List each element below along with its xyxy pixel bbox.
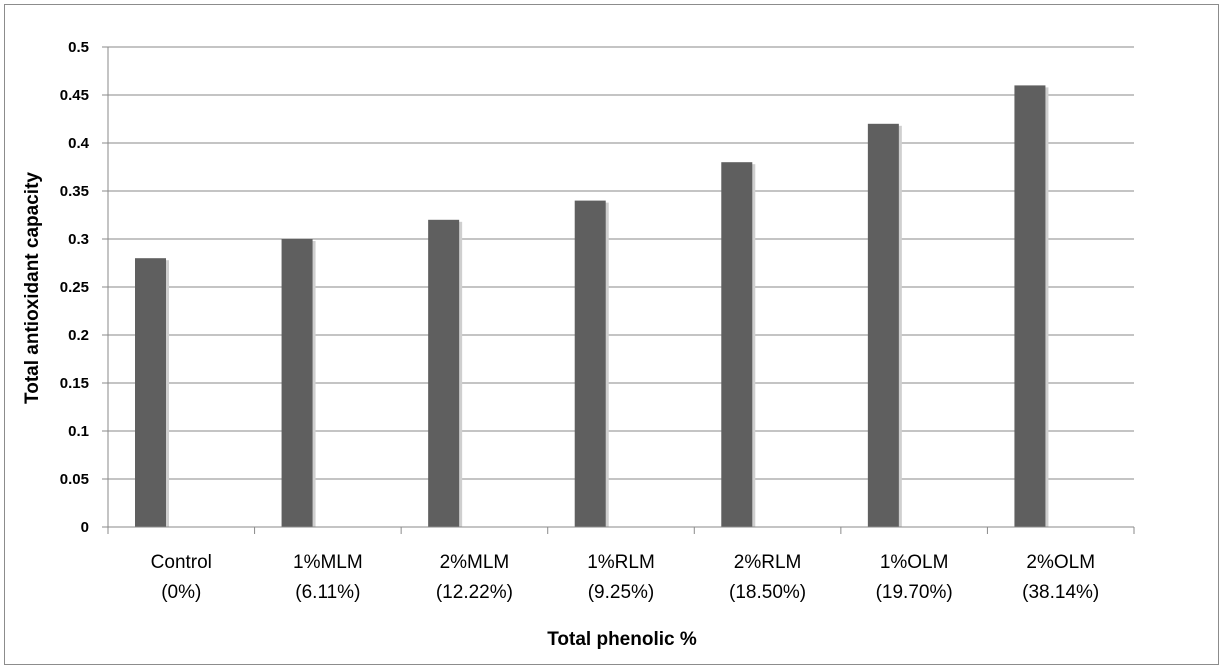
y-tick-label: 0.2 [68, 327, 89, 344]
y-tick-label: 0.35 [60, 183, 89, 200]
y-tick-label: 0.5 [68, 39, 89, 56]
bar [281, 239, 313, 527]
axes [102, 46, 1135, 534]
bar [135, 258, 166, 527]
y-tick-label: 0.05 [60, 471, 89, 488]
x-tick-label: 1%RLM [587, 552, 655, 573]
bar [721, 162, 753, 527]
y-tick-label: 0.15 [60, 375, 89, 392]
axis-labels: 0 0.05 0.1 0.15 0.2 0.25 0.3 0.35 0.4 0.45 0.5 Cont… [60, 39, 1099, 603]
x-tick-label: 1%MLM [293, 552, 363, 573]
y-tick-label: 0.25 [60, 279, 89, 296]
y-tick-label: 0.3 [68, 231, 89, 248]
x-tick-label: (0%) [161, 582, 201, 603]
x-tick-label: 2%RLM [734, 552, 802, 573]
y-tick-label: 0.45 [60, 87, 89, 104]
bar [1014, 85, 1046, 528]
x-tick-label: (38.14%) [1022, 582, 1099, 603]
x-tick-label: 2%MLM [440, 552, 510, 573]
y-tick-label: 0.1 [68, 423, 89, 440]
bar [574, 200, 606, 527]
x-tick-label: (18.50%) [729, 582, 806, 603]
bar [867, 123, 899, 528]
y-tick-label: 0.4 [68, 135, 90, 152]
y-axis-title: Total antioxidant capacity [22, 172, 43, 404]
bars [135, 85, 1049, 528]
x-tick-label: 1%OLM [880, 552, 949, 573]
x-axis-title: Total phenolic % [547, 629, 697, 650]
y-tick-label: 0 [81, 519, 89, 536]
x-tick-label: (19.70%) [876, 582, 953, 603]
x-tick-label: (9.25%) [588, 582, 655, 603]
gridlines [108, 46, 1134, 480]
x-tick-label: (6.11%) [295, 582, 360, 603]
x-tick-label: Control [151, 552, 212, 573]
x-tick-label: (12.22%) [436, 582, 513, 603]
bar [428, 219, 460, 528]
x-tick-label: 2%OLM [1026, 552, 1095, 573]
